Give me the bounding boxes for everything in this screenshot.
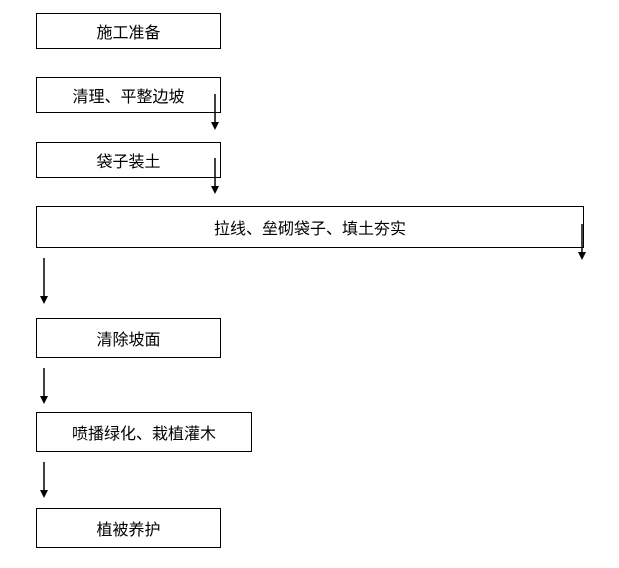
flow-node-label: 施工准备 bbox=[96, 19, 160, 43]
flow-node-label: 清除坡面 bbox=[96, 326, 160, 350]
flow-node-bag: 袋子装土 bbox=[36, 142, 221, 178]
flow-arrow-icon bbox=[211, 94, 223, 132]
flow-node-label: 袋子装土 bbox=[96, 148, 160, 172]
flow-node-clear: 清除坡面 bbox=[36, 318, 221, 358]
flow-arrow-icon bbox=[40, 258, 52, 306]
flow-node-label: 喷播绿化、栽植灌木 bbox=[72, 420, 216, 444]
flow-arrow-icon bbox=[211, 158, 223, 196]
flow-node-prep: 施工准备 bbox=[36, 13, 221, 49]
flow-node-clean: 清理、平整边坡 bbox=[36, 77, 221, 113]
flow-node-plant: 喷播绿化、栽植灌木 bbox=[36, 412, 252, 452]
flow-node-label: 清理、平整边坡 bbox=[72, 83, 184, 107]
flow-node-label: 植被养护 bbox=[96, 516, 160, 540]
flow-arrow-icon bbox=[40, 368, 52, 406]
flowchart-canvas: 施工准备 清理、平整边坡 袋子装土 拉线、垒砌袋子、填土夯实 清除坡面 喷播绿化… bbox=[0, 0, 619, 568]
flow-node-fill: 拉线、垒砌袋子、填土夯实 bbox=[36, 206, 584, 248]
flow-arrow-icon bbox=[578, 224, 590, 262]
flow-node-maintain: 植被养护 bbox=[36, 508, 221, 548]
flow-node-label: 拉线、垒砌袋子、填土夯实 bbox=[214, 215, 406, 239]
flow-arrow-icon bbox=[40, 462, 52, 500]
